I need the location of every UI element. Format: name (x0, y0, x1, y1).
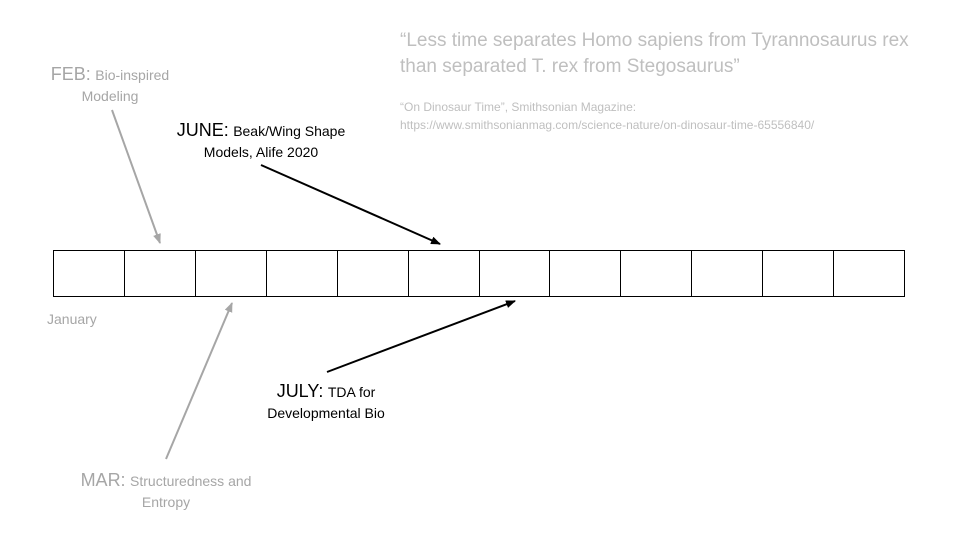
mar-label: MAR: Structuredness and Entropy (66, 470, 266, 513)
feb-line2: Modeling (81, 88, 139, 104)
citation-title: “On Dinosaur Time”, Smithsonian Magazine… (400, 100, 637, 114)
timeline-cell (550, 251, 622, 296)
june-month: JUNE: (176, 120, 229, 140)
feb-arrow (111, 109, 161, 244)
january-label: January (47, 311, 97, 327)
june-arrow (260, 164, 441, 245)
timeline-cell (621, 251, 693, 296)
timeline-cell (480, 251, 551, 296)
july-month: JULY: (276, 381, 324, 401)
july-line1: TDA for (327, 384, 376, 400)
timeline-cell (267, 251, 338, 296)
timeline-bar (53, 250, 905, 297)
quote-text: “Less time separates Homo sapiens from T… (400, 30, 909, 77)
feb-month: FEB: (50, 64, 91, 84)
timeline-cell (125, 251, 196, 296)
timeline-cell (54, 251, 125, 296)
mar-arrow (165, 302, 233, 460)
timeline-cell (763, 251, 835, 296)
july-arrow (326, 300, 516, 373)
july-line2: Developmental Bio (267, 405, 385, 421)
timeline-cell (692, 251, 764, 296)
timeline-cell (409, 251, 480, 296)
july-label: JULY: TDA for Developmental Bio (246, 381, 406, 424)
mar-line1: Structuredness and (130, 473, 252, 489)
june-line1: Beak/Wing Shape (233, 123, 346, 139)
timeline-cell (196, 251, 267, 296)
timeline-cell (338, 251, 409, 296)
june-label: JUNE: Beak/Wing Shape Models, Alife 2020 (160, 120, 362, 163)
mar-line2: Entropy (141, 494, 191, 510)
mar-month: MAR: (80, 470, 126, 490)
feb-line1: Bio-inspired (95, 67, 170, 83)
quote-citation: “On Dinosaur Time”, Smithsonian Magazine… (400, 98, 940, 134)
citation-url: https://www.smithsonianmag.com/science-n… (400, 118, 815, 132)
feb-label: FEB: Bio-inspired Modeling (30, 64, 190, 107)
june-line2: Models, Alife 2020 (203, 144, 319, 160)
